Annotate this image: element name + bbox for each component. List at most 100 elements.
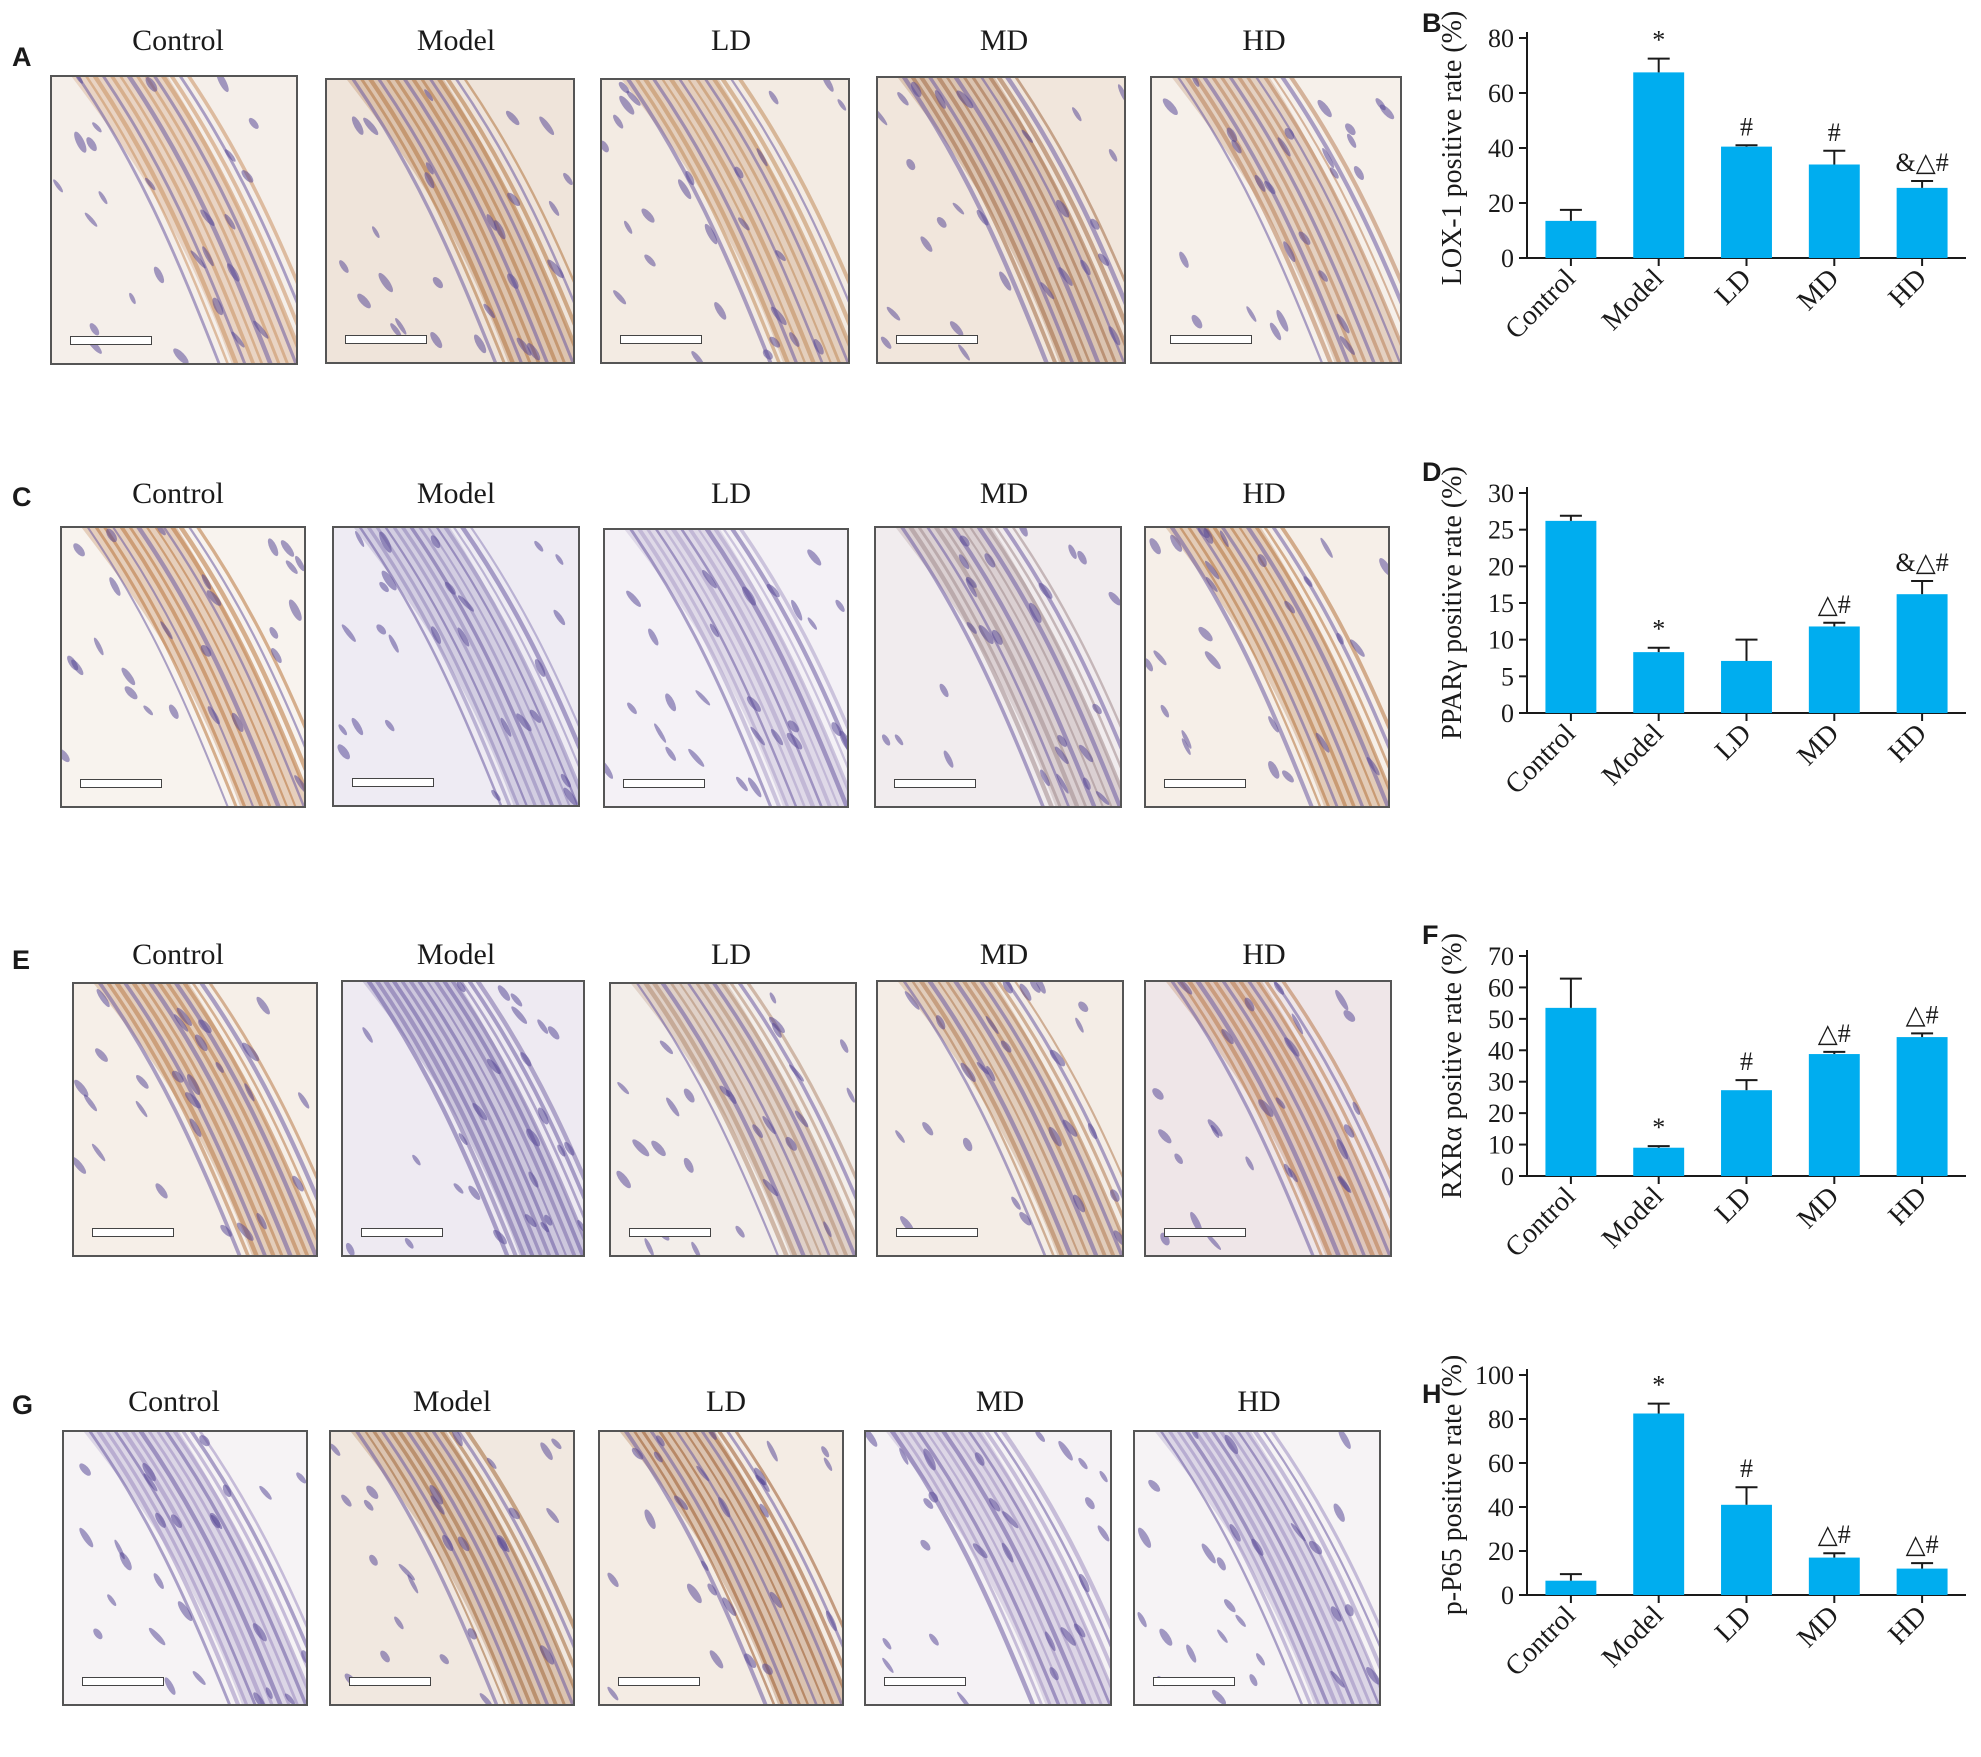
tissue-fiber — [899, 1432, 1043, 1704]
cell-nucleus — [424, 172, 435, 189]
tissue-fiber — [730, 80, 848, 303]
cell-nucleus — [821, 1446, 830, 1458]
y-tick-label: 80 — [1488, 24, 1514, 53]
cell-nucleus — [768, 90, 779, 105]
cell-nucleus — [1040, 282, 1055, 300]
cell-nucleus — [456, 982, 466, 993]
cell-nucleus — [142, 1462, 156, 1482]
cell-nucleus — [265, 1687, 273, 1699]
cell-nucleus — [1072, 1194, 1086, 1213]
cell-nucleus — [617, 1081, 630, 1095]
tissue-fiber — [1280, 78, 1400, 305]
cell-nucleus — [742, 586, 756, 606]
cell-nucleus — [186, 1074, 201, 1095]
tissue-fiber — [723, 530, 847, 769]
tissue-fiber — [182, 984, 316, 1241]
tissue-fiber — [667, 1432, 809, 1704]
cell-nucleus — [707, 1583, 717, 1596]
tissue-fiber — [746, 984, 855, 1180]
cell-nucleus — [486, 1058, 501, 1075]
micrograph — [600, 78, 850, 364]
cell-nucleus — [474, 334, 487, 354]
tissue-fiber — [103, 528, 247, 806]
cell-nucleus — [1269, 322, 1282, 341]
tissue-fiber — [445, 80, 573, 326]
cell-nucleus — [702, 569, 717, 589]
cell-nucleus — [988, 1498, 1001, 1512]
tissue-fiber — [1160, 1432, 1303, 1704]
cell-nucleus — [999, 271, 1012, 291]
figure-row-3: E Control Model LD MD HD F RXRα positive… — [0, 918, 1981, 1338]
cell-nucleus — [171, 1070, 184, 1083]
y-tick-label: 5 — [1501, 662, 1514, 691]
tissue-fiber — [351, 80, 497, 362]
cell-nucleus — [505, 110, 520, 126]
tissue-fiber — [1264, 982, 1390, 1220]
cell-nucleus — [1001, 1542, 1014, 1563]
tissue-fiber — [366, 982, 510, 1255]
cell-nucleus — [71, 659, 84, 676]
tissue-fiber — [713, 530, 847, 792]
tissue-fiber — [919, 982, 1065, 1255]
cell-nucleus — [886, 306, 901, 321]
cell-nucleus — [1284, 127, 1295, 140]
tissue-fiber — [1210, 1432, 1355, 1704]
tissue-fiber — [98, 984, 242, 1255]
cell-nucleus — [192, 1670, 206, 1685]
tissue-fiber — [1236, 1432, 1379, 1704]
cell-nucleus — [83, 1094, 98, 1112]
group-label-model: Model — [412, 1385, 492, 1418]
cell-nucleus — [966, 576, 977, 588]
tissue-fiber — [114, 1432, 257, 1704]
cell-nucleus — [429, 1485, 444, 1505]
cell-nucleus — [904, 991, 920, 1010]
cell-nucleus — [1283, 241, 1296, 263]
tissue-fiber — [916, 1432, 1061, 1704]
cell-nucleus — [1152, 1088, 1164, 1100]
cell-nucleus — [1276, 309, 1289, 332]
tissue-fiber — [1245, 1432, 1379, 1689]
cell-nucleus — [665, 693, 677, 712]
tissue-fiber — [442, 982, 583, 1255]
cell-nucleus — [507, 192, 521, 206]
cell-nucleus — [412, 1154, 421, 1166]
tissue-fiber — [375, 528, 520, 805]
x-tick-label: LD — [1709, 1181, 1757, 1229]
tissue-fiber — [1002, 528, 1120, 750]
cell-nucleus — [1048, 1126, 1062, 1147]
significance-marker: # — [1740, 1047, 1753, 1076]
tissue-fiber — [427, 528, 571, 805]
y-axis-label: PPARγ positive rate (%) — [1437, 466, 1468, 739]
y-tick-label: 10 — [1488, 1131, 1514, 1160]
cell-nucleus — [704, 223, 718, 245]
tissue-fiber — [360, 80, 506, 362]
cell-nucleus — [1078, 1001, 1089, 1013]
cell-nucleus — [1117, 84, 1124, 104]
tissue-fiber — [626, 80, 773, 362]
tissue-fiber — [450, 982, 583, 1241]
cell-nucleus — [1019, 1212, 1032, 1226]
cell-nucleus — [666, 1097, 680, 1117]
cell-nucleus — [496, 1535, 508, 1552]
tissue-fiber — [144, 77, 289, 363]
x-tick-label: HD — [1883, 1600, 1934, 1651]
group-label-md: MD — [979, 938, 1029, 971]
bar — [1896, 1568, 1948, 1595]
cell-nucleus — [984, 553, 996, 568]
group-label-md: MD — [979, 477, 1029, 510]
x-tick-label: Model — [1596, 1600, 1670, 1674]
tissue-fiber — [165, 984, 310, 1255]
tissue-fiber — [439, 1432, 573, 1690]
cell-nucleus — [379, 531, 392, 553]
cell-nucleus — [220, 1224, 232, 1237]
cell-nucleus — [673, 1495, 689, 1510]
significance-marker: &△# — [1895, 548, 1948, 577]
x-tick-label: Model — [1596, 1181, 1670, 1255]
cell-nucleus — [623, 220, 633, 234]
cell-nucleus — [288, 599, 302, 621]
cell-nucleus — [1179, 251, 1189, 268]
cell-nucleus — [685, 170, 695, 186]
cell-nucleus — [98, 191, 108, 205]
cell-nucleus — [73, 543, 85, 557]
bar — [1808, 1557, 1860, 1595]
